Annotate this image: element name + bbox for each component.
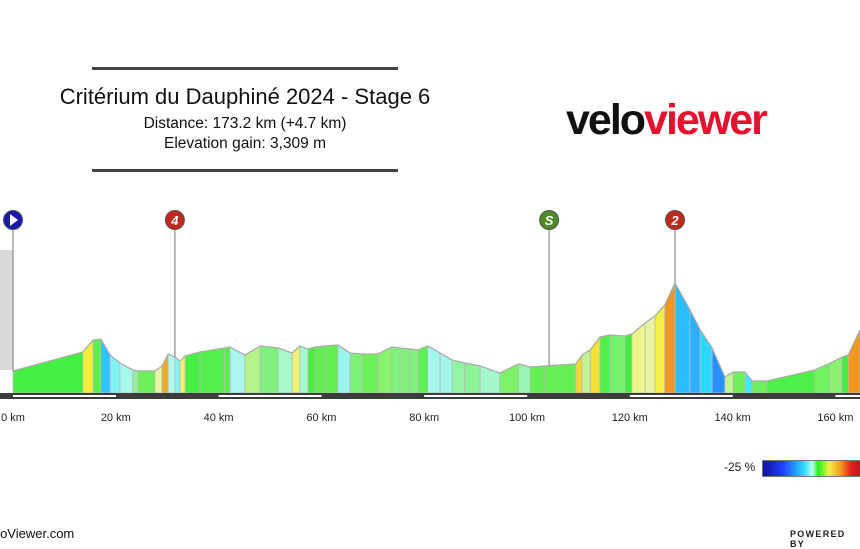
profile-segment (664, 282, 676, 394)
profile-segment (409, 348, 419, 394)
profile-segment (847, 329, 860, 394)
veloviewer-logo: veloviewer (566, 96, 768, 145)
profile-segment (349, 352, 363, 394)
profile-segment (82, 338, 94, 394)
profile-segment (291, 345, 301, 394)
x-tick-label: 140 km (715, 412, 751, 424)
profile-segment (174, 356, 181, 394)
axis-white-band (835, 395, 860, 397)
profile-segment (841, 354, 849, 394)
profile-segment (766, 369, 816, 394)
profile-segment (644, 315, 656, 394)
stage-title: Critérium du Dauphiné 2024 - Stage 6 (59, 84, 431, 109)
profile-segment (609, 334, 626, 394)
profile-segment (259, 345, 279, 394)
profile-segment (299, 345, 309, 394)
profile-segment (132, 369, 139, 394)
profile-segment (589, 335, 601, 394)
profile-segment (167, 353, 176, 394)
elevation-gain-text: Elevation gain: 3,309 m (164, 135, 326, 152)
x-tick-label: 100 km (509, 412, 545, 424)
profile-segment (624, 333, 633, 394)
legend-min-label: -25 % (724, 460, 756, 474)
profile-segment (599, 334, 611, 394)
profile-segment (689, 309, 701, 394)
x-tick-label: 160 km (817, 412, 853, 424)
profile-segment (377, 346, 393, 394)
axis-white-band (424, 395, 528, 397)
profile-segment (427, 345, 441, 394)
profile-segment (179, 354, 186, 394)
profile-segment (451, 359, 466, 394)
x-tick-label: 40 km (204, 412, 234, 424)
x-tick-label: 60 km (306, 412, 336, 424)
marker-label: 2 (670, 213, 679, 228)
sprint-marker (539, 210, 560, 230)
x-tick-label: 120 km (612, 412, 648, 424)
profile-segment (399, 347, 411, 394)
profile-segment (184, 351, 201, 394)
logo-part1: velo (566, 96, 646, 144)
footer-powered-by: POWERED BY (790, 529, 846, 549)
neutral-zone (0, 250, 13, 370)
profile-segment (631, 322, 646, 394)
profile-segment (137, 370, 156, 394)
axis-white-band (218, 395, 322, 397)
climb-marker (665, 210, 686, 230)
header-top-rule (92, 67, 398, 70)
x-tick-label: 80 km (409, 412, 439, 424)
gradient-legend-bar (762, 460, 860, 477)
logo-part2: viewer (644, 96, 768, 144)
profile-segment (391, 346, 401, 394)
profile-outline (12, 281, 860, 382)
profile-segment (223, 346, 231, 394)
header-bottom-rule (92, 169, 398, 172)
profile-segment (529, 365, 546, 394)
x-tick-label: 20 km (101, 412, 131, 424)
profile-segment (12, 351, 84, 394)
profile-segment (324, 344, 339, 394)
profile-segment (307, 346, 316, 394)
x-tick-label: 0 km (1, 412, 25, 424)
profile-segment (361, 353, 379, 394)
axis-white-band (629, 395, 733, 397)
profile-segment (417, 345, 429, 394)
profile-segment (199, 347, 225, 394)
profile-segment (711, 347, 726, 394)
profile-segment (751, 380, 768, 394)
profile-segment (119, 362, 134, 394)
distance-text: Distance: 173.2 km (+4.7 km) (143, 115, 347, 132)
profile-segment (744, 370, 753, 394)
elevation-profile-chart: 0 km 20 km 40 km 60 km 80 km 100 km 120 km 140 … (0, 210, 860, 424)
profile-segment (109, 354, 121, 394)
play-icon (10, 214, 18, 226)
profile-segment (314, 345, 326, 394)
axis-white-band (13, 395, 116, 397)
marker-label: S (545, 213, 554, 228)
footer-site[interactable]: VeloViewer.com (0, 526, 75, 541)
profile-segment (92, 338, 102, 394)
profile-segment (544, 363, 577, 394)
profile-segment (674, 282, 691, 394)
profile-segment (277, 347, 293, 394)
profile-segment (814, 362, 831, 394)
profile-segment (575, 353, 583, 394)
profile-segment (581, 349, 591, 394)
profile-segment (732, 371, 746, 394)
profile-segment (654, 303, 666, 394)
climb-marker (164, 210, 185, 230)
profile-segment (464, 362, 481, 394)
marker-label: 4 (170, 213, 179, 228)
profile-segment (518, 363, 531, 394)
